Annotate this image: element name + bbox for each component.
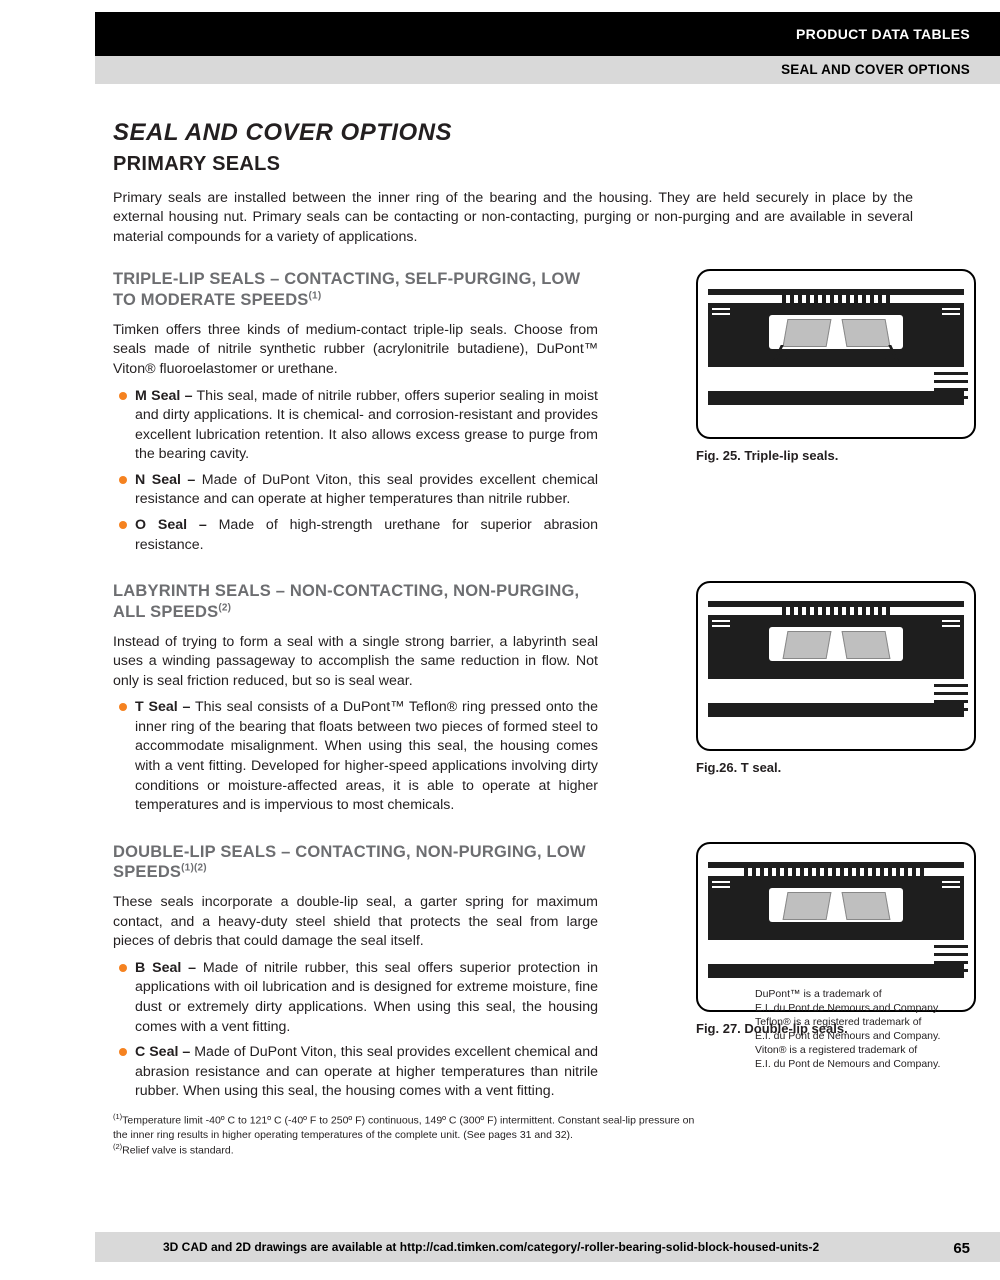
footnote-2-text: Relief valve is standard. <box>122 1144 233 1156</box>
bullet-text: This seal, made of nitrile rubber, offer… <box>135 388 598 463</box>
header-black-band: PRODUCT DATA TABLES <box>95 12 1000 56</box>
footnote-sup: (1) <box>113 1112 122 1121</box>
figure-25-caption: Fig. 25. Triple-lip seals. <box>696 447 976 465</box>
section-1-heading-text: TRIPLE-LIP SEALS – CONTACTING, SELF-PURG… <box>113 270 580 309</box>
section-3-heading-sup: (1)(2) <box>181 863 207 874</box>
page-title: SEAL AND COVER OPTIONS <box>113 116 970 149</box>
list-item: C Seal – Made of DuPont Viton, this seal… <box>113 1043 598 1102</box>
bullet-label: C Seal – <box>135 1044 190 1060</box>
section-triple-lip: Fig. 25. Triple-lip seals. TRIPLE-LIP SE… <box>113 269 970 555</box>
figure-26: Fig.26. T seal. <box>696 581 976 777</box>
footnote-1: (1)Temperature limit -40º C to 121º C (-… <box>113 1112 703 1142</box>
bullet-text: Made of DuPont Viton, this seal provides… <box>135 472 598 508</box>
bullet-label: O Seal – <box>135 517 207 533</box>
section-1-para: Timken offers three kinds of medium-cont… <box>113 321 598 380</box>
bullet-label: N Seal – <box>135 472 195 488</box>
bullet-label: M Seal – <box>135 388 192 404</box>
footnote-1-text: Temperature limit -40º C to 121º C (-40º… <box>113 1115 694 1141</box>
list-item: B Seal – Made of nitrile rubber, this se… <box>113 959 598 1037</box>
section-2-heading: LABYRINTH SEALS – NON-CONTACTING, NON-PU… <box>113 581 598 622</box>
bullet-label: T Seal – <box>135 699 190 715</box>
section-1-bullets: M Seal – This seal, made of nitrile rubb… <box>113 387 598 556</box>
header-grey-band: SEAL AND COVER OPTIONS <box>95 56 1000 84</box>
list-item: N Seal – Made of DuPont Viton, this seal… <box>113 471 598 510</box>
page-subtitle: PRIMARY SEALS <box>113 151 970 179</box>
bullet-text: This seal consists of a DuPont™ Teflon® … <box>135 699 598 813</box>
list-item: T Seal – This seal consists of a DuPont™… <box>113 698 598 816</box>
section-2-bullets: T Seal – This seal consists of a DuPont™… <box>113 698 598 816</box>
footnote-sup: (2) <box>113 1142 122 1151</box>
page-number: 65 <box>953 1240 970 1257</box>
footnote-2: (2)Relief valve is standard. <box>113 1142 703 1158</box>
intro-paragraph: Primary seals are installed between the … <box>113 189 913 248</box>
section-3-heading: DOUBLE-LIP SEALS – CONTACTING, NON-PURGI… <box>113 842 598 883</box>
list-item: O Seal – Made of high-strength urethane … <box>113 516 598 555</box>
figure-25: Fig. 25. Triple-lip seals. <box>696 269 976 465</box>
section-1-heading-sup: (1) <box>309 291 322 302</box>
footnotes: (1)Temperature limit -40º C to 121º C (-… <box>113 1112 703 1158</box>
trademark-notice: DuPont™ is a trademark of E.I. du Pont d… <box>755 987 970 1072</box>
section-2-heading-text: LABYRINTH SEALS – NON-CONTACTING, NON-PU… <box>113 582 579 621</box>
bullet-text: Made of nitrile rubber, this seal offers… <box>135 960 598 1035</box>
bullet-text: Made of DuPont Viton, this seal provides… <box>135 1044 598 1099</box>
figure-25-diagram <box>696 269 976 439</box>
section-1-heading: TRIPLE-LIP SEALS – CONTACTING, SELF-PURG… <box>113 269 598 310</box>
section-3-para: These seals incorporate a double-lip sea… <box>113 893 598 952</box>
section-3-bullets: B Seal – Made of nitrile rubber, this se… <box>113 959 598 1102</box>
section-labyrinth: Fig.26. T seal. LABYRINTH SEALS – NON-CO… <box>113 581 970 816</box>
footer-bar: 3D CAD and 2D drawings are available at … <box>95 1232 1000 1262</box>
figure-26-diagram <box>696 581 976 751</box>
section-2-heading-sup: (2) <box>218 602 231 613</box>
section-2-para: Instead of trying to form a seal with a … <box>113 633 598 692</box>
figure-26-caption: Fig.26. T seal. <box>696 759 976 777</box>
list-item: M Seal – This seal, made of nitrile rubb… <box>113 387 598 465</box>
bullet-label: B Seal – <box>135 960 196 976</box>
footer-text: 3D CAD and 2D drawings are available at … <box>163 1240 819 1254</box>
